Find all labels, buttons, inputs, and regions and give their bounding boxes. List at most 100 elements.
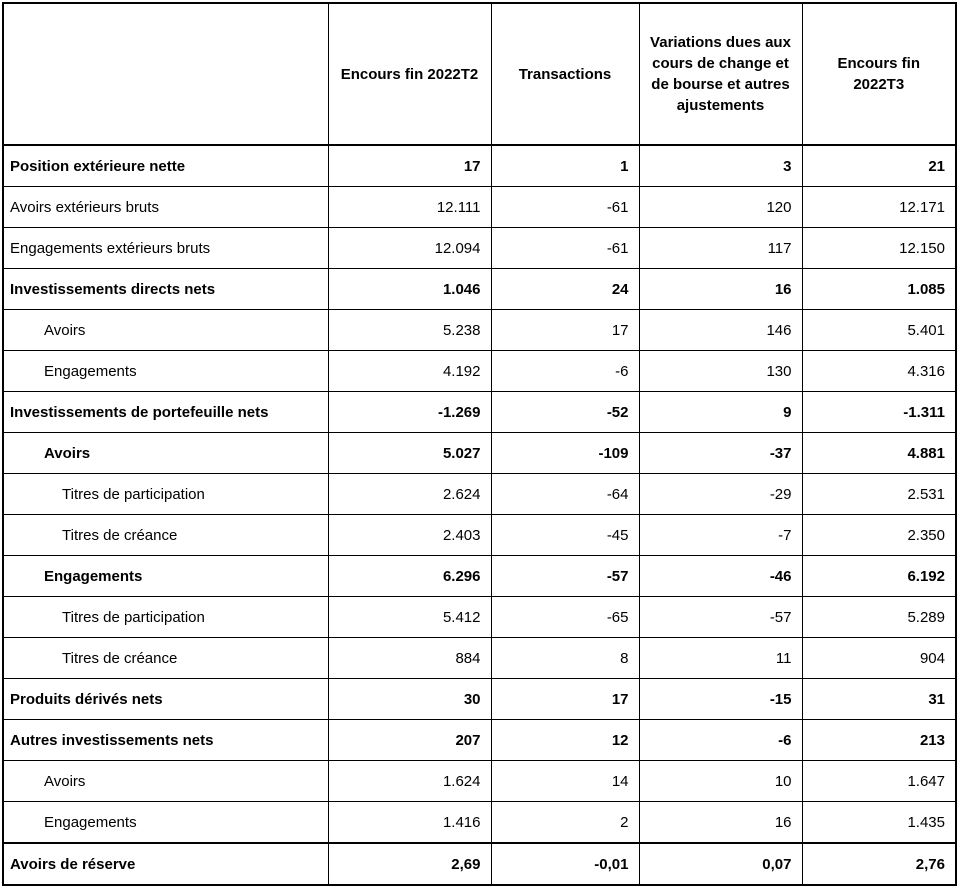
row-label: Titres de créance (2, 637, 329, 679)
cell-value: 6.296 (327, 555, 492, 597)
cell-value: 5.289 (801, 596, 957, 638)
cell-value: 21 (801, 144, 957, 187)
row-label: Autres investissements nets (2, 719, 329, 761)
cell-value: 12.111 (327, 186, 492, 228)
cell-value: -7 (638, 514, 803, 556)
cell-value: 2.350 (801, 514, 957, 556)
row-label: Avoirs de réserve (2, 842, 329, 886)
cell-value: -64 (490, 473, 640, 515)
row-label: Engagements (2, 801, 329, 844)
table-row: Engagements extérieurs bruts 12.094 -61 117… (2, 227, 957, 269)
cell-value: -61 (490, 227, 640, 269)
cell-value: 904 (801, 637, 957, 679)
cell-value: 884 (327, 637, 492, 679)
cell-value: 213 (801, 719, 957, 761)
row-label: Investissements directs nets (2, 268, 329, 310)
cell-value: 10 (638, 760, 803, 802)
row-label: Avoirs (2, 309, 329, 351)
table-row: Avoirs 5.027 -109 -37 4.881 (2, 432, 957, 474)
cell-value: 4.881 (801, 432, 957, 474)
cell-value: 146 (638, 309, 803, 351)
cell-value: 16 (638, 801, 803, 844)
cell-value: 1 (490, 144, 640, 187)
table-row: Autres investissements nets 207 12 -6 213 (2, 719, 957, 761)
cell-value: 4.192 (327, 350, 492, 392)
cell-value: 5.401 (801, 309, 957, 351)
cell-value: -61 (490, 186, 640, 228)
cell-value: -1.311 (801, 391, 957, 433)
cell-value: -65 (490, 596, 640, 638)
table-row: Titres de participation 2.624 -64 -29 2.531 (2, 473, 957, 515)
row-label: Avoirs (2, 432, 329, 474)
cell-value: 5.027 (327, 432, 492, 474)
row-label: Titres de créance (2, 514, 329, 556)
cell-value: 2.531 (801, 473, 957, 515)
cell-value: 8 (490, 637, 640, 679)
cell-value: -46 (638, 555, 803, 597)
row-label: Avoirs (2, 760, 329, 802)
cell-value: 16 (638, 268, 803, 310)
cell-value: 2.403 (327, 514, 492, 556)
cell-value: -6 (638, 719, 803, 761)
cell-value: 1.435 (801, 801, 957, 844)
header-cell (2, 2, 329, 146)
cell-value: 31 (801, 678, 957, 720)
cell-value: 1.647 (801, 760, 957, 802)
cell-value: 17 (327, 144, 492, 187)
cell-value: 2,76 (801, 842, 957, 886)
cell-value: 24 (490, 268, 640, 310)
cell-value: 1.046 (327, 268, 492, 310)
cell-value: 1.085 (801, 268, 957, 310)
cell-value: -52 (490, 391, 640, 433)
header-cell: Transactions (490, 2, 640, 146)
table-row: Engagements 4.192 -6 130 4.316 (2, 350, 957, 392)
cell-value: 0,07 (638, 842, 803, 886)
cell-value: 6.192 (801, 555, 957, 597)
cell-value: 9 (638, 391, 803, 433)
cell-value: 17 (490, 309, 640, 351)
header-row: Encours fin 2022T2 Transactions Variations… (2, 2, 957, 146)
cell-value: 12.094 (327, 227, 492, 269)
table-row: Avoirs 1.624 14 10 1.647 (2, 760, 957, 802)
table-row: Produits dérivés nets 30 17 -15 31 (2, 678, 957, 720)
row-label: Titres de participation (2, 473, 329, 515)
cell-value: 12.150 (801, 227, 957, 269)
cell-value: 12 (490, 719, 640, 761)
cell-value: 207 (327, 719, 492, 761)
cell-value: -37 (638, 432, 803, 474)
cell-value: 2 (490, 801, 640, 844)
table-row: Avoirs de réserve 2,69 -0,01 0,07 2,76 (2, 842, 957, 886)
row-label: Produits dérivés nets (2, 678, 329, 720)
cell-value: -15 (638, 678, 803, 720)
cell-value: -29 (638, 473, 803, 515)
cell-value: 17 (490, 678, 640, 720)
cell-value: 120 (638, 186, 803, 228)
cell-value: 2,69 (327, 842, 492, 886)
row-label: Engagements (2, 555, 329, 597)
table-row: Avoirs extérieurs bruts 12.111 -61 120 12.17… (2, 186, 957, 228)
row-label: Position extérieure nette (2, 144, 329, 187)
table-row: Titres de créance 884 8 11 904 (2, 637, 957, 679)
cell-value: 14 (490, 760, 640, 802)
cell-value: 3 (638, 144, 803, 187)
cell-value: 11 (638, 637, 803, 679)
cell-value: 5.238 (327, 309, 492, 351)
header-cell: Variations dues aux cours de change et d… (638, 2, 803, 146)
row-label: Titres de participation (2, 596, 329, 638)
row-label: Investissements de portefeuille nets (2, 391, 329, 433)
table-row: Investissements directs nets 1.046 24 16 1.0… (2, 268, 957, 310)
header-cell: Encours fin 2022T3 (801, 2, 957, 146)
cell-value: -109 (490, 432, 640, 474)
row-label: Engagements extérieurs bruts (2, 227, 329, 269)
cell-value: 30 (327, 678, 492, 720)
cell-value: -0,01 (490, 842, 640, 886)
table-row: Position extérieure nette 17 1 3 21 (2, 144, 957, 187)
cell-value: 117 (638, 227, 803, 269)
table-row: Titres de participation 5.412 -65 -57 5.289 (2, 596, 957, 638)
cell-value: 2.624 (327, 473, 492, 515)
table-row: Engagements 1.416 2 16 1.435 (2, 801, 957, 844)
cell-value: 1.416 (327, 801, 492, 844)
cell-value: 12.171 (801, 186, 957, 228)
